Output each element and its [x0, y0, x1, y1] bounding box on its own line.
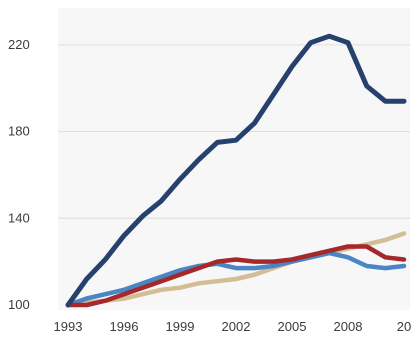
series-layer: [65, 33, 407, 308]
series-line-3: [65, 250, 407, 308]
x-axis: 1993 1996 1999 2002 2005 2008 20: [54, 319, 412, 334]
y-tick-label-180: 180: [8, 124, 30, 139]
x-tick-label-2002: 2002: [222, 319, 251, 334]
x-tick-label-2005: 2005: [278, 319, 307, 334]
plot-background: [58, 8, 410, 310]
x-tick-label-20: 20: [397, 319, 411, 334]
series-line-1: [65, 33, 407, 308]
y-tick-label-220: 220: [8, 37, 30, 52]
x-tick-label-1996: 1996: [110, 319, 139, 334]
x-tick-label-1993: 1993: [54, 319, 83, 334]
x-tick-label-1999: 1999: [166, 319, 195, 334]
y-tick-label-140: 140: [8, 210, 30, 225]
y-tick-label-100: 100: [8, 297, 30, 312]
y-axis: 100 140 180 220: [8, 37, 30, 312]
x-tick-label-2008: 2008: [334, 319, 363, 334]
series-line-2: [65, 244, 407, 308]
